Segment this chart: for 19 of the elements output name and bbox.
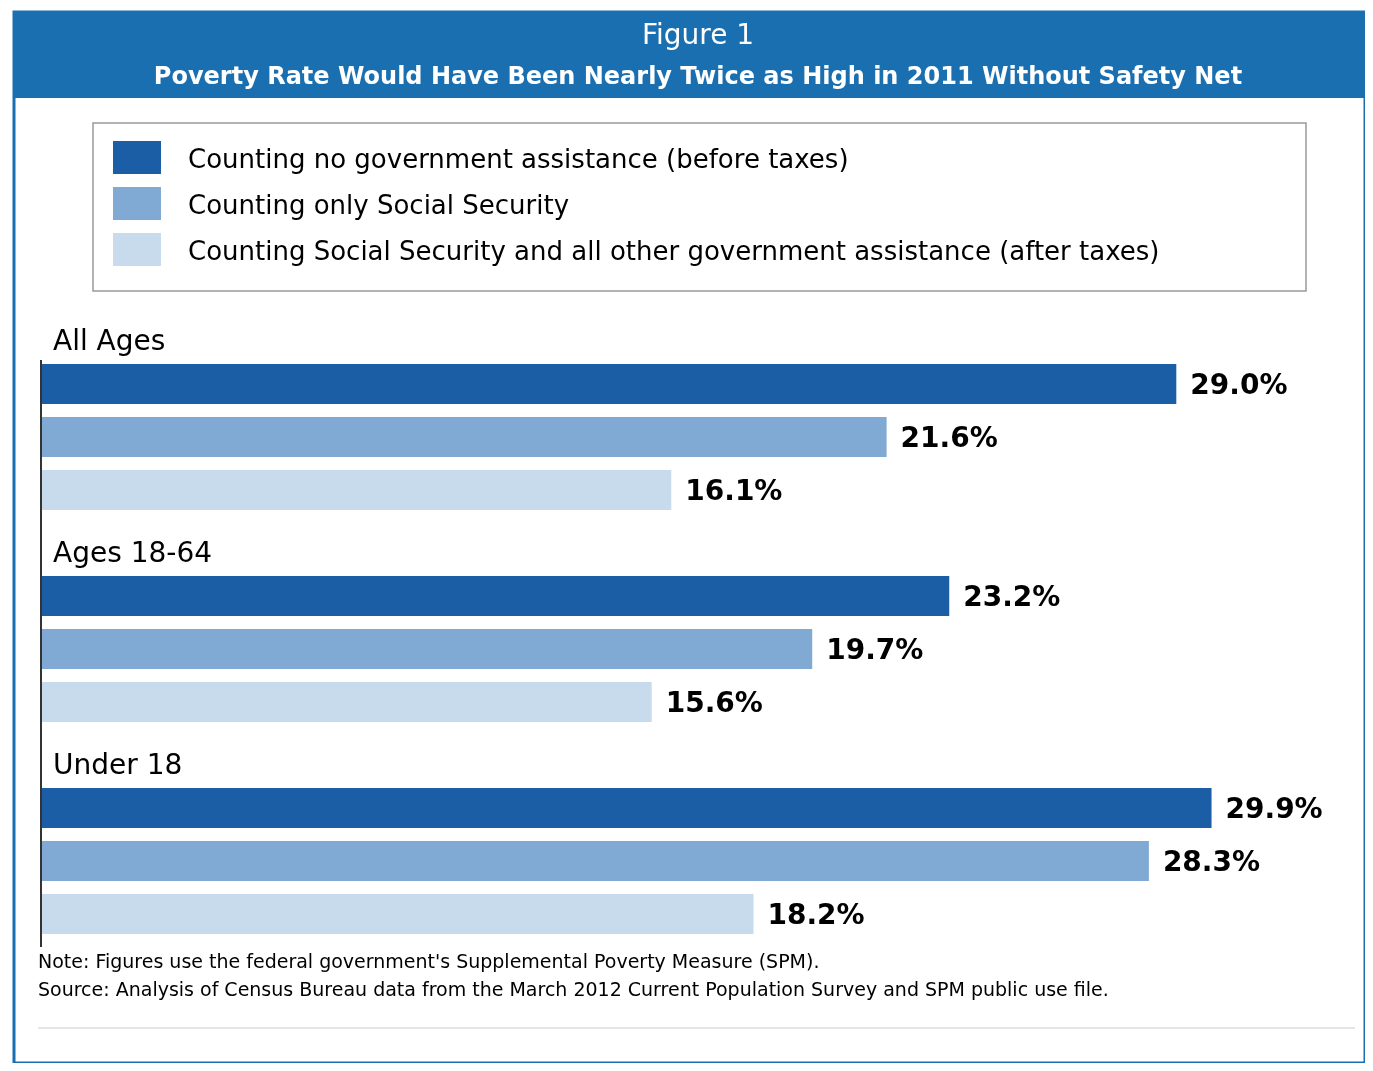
chart-title: Figure 1 bbox=[641, 18, 755, 51]
y-tick-label: Under 18 bbox=[53, 748, 183, 781]
data-label: 18.2% bbox=[767, 898, 865, 931]
data-label: 29.0% bbox=[1190, 368, 1288, 401]
data-label: 19.7% bbox=[826, 633, 924, 666]
legend-label: Counting no government assistance (before taxes) bbox=[188, 144, 849, 174]
chart-subtitle: Poverty Rate Would Have Been Nearly Twice as High in 2011 Without Safety Net bbox=[153, 62, 1243, 90]
text: Note: Figures use the federal government's Supplemental Poverty Measure (SPM). bbox=[38, 950, 820, 972]
y-tick-label: Ages 18-64 bbox=[53, 536, 213, 569]
legend-label: Counting Social Security and all other government assistance (after taxes) bbox=[188, 236, 1160, 266]
data-label: 16.1% bbox=[685, 474, 783, 507]
data-label: 15.6% bbox=[665, 686, 763, 719]
data-label: 21.6% bbox=[900, 421, 998, 454]
y-tick-label: All Ages bbox=[53, 324, 166, 357]
legend-label: Counting only Social Security bbox=[188, 190, 570, 220]
data-label: 29.9% bbox=[1225, 792, 1323, 825]
data-label: 28.3% bbox=[1162, 845, 1261, 878]
data-label: 23.2% bbox=[963, 580, 1061, 613]
source-note: Source: Analysis of Census Bureau data from the March 2012 Current Population Survey and SPM public use file. bbox=[38, 978, 1109, 1000]
